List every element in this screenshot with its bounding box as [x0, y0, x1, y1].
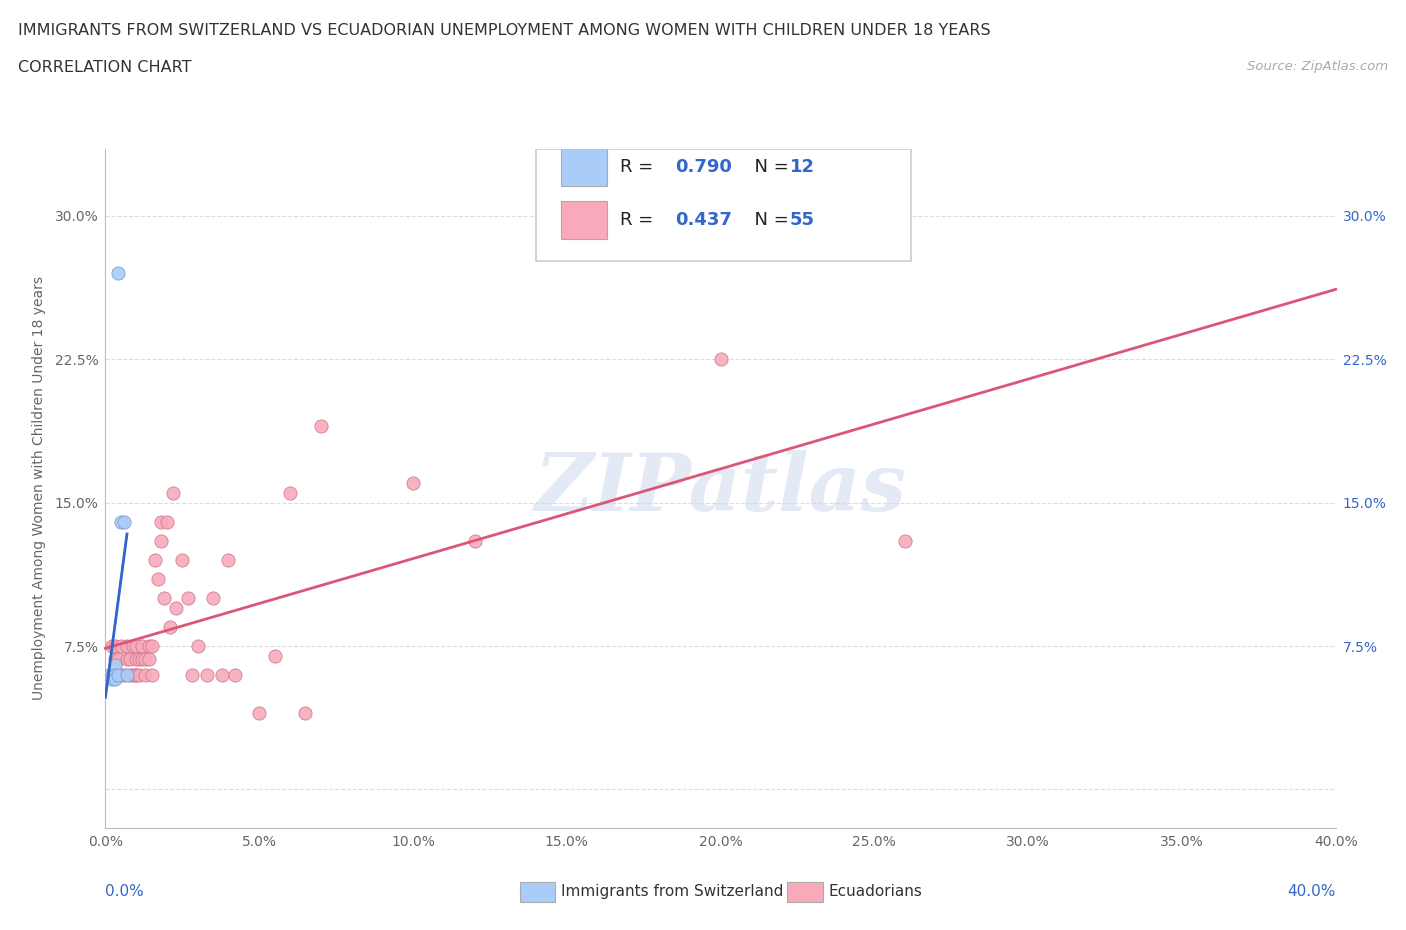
Point — [202, 591, 225, 605]
Text: 0.790: 0.790 — [675, 158, 733, 176]
Point — [120, 667, 141, 682]
Point — [131, 652, 153, 667]
Point — [710, 352, 733, 366]
Point — [110, 667, 132, 682]
Text: N =: N = — [742, 211, 794, 229]
Point — [125, 667, 148, 682]
Point — [894, 534, 917, 549]
Point — [122, 667, 145, 682]
Text: N =: N = — [742, 158, 794, 176]
Point — [104, 652, 127, 667]
Point — [115, 639, 138, 654]
Point — [195, 667, 218, 682]
Point — [263, 648, 285, 663]
Point — [104, 658, 127, 672]
Point — [143, 552, 166, 567]
Point — [104, 639, 127, 654]
Point — [134, 652, 156, 667]
Point — [224, 667, 246, 682]
Point — [128, 667, 150, 682]
Point — [110, 639, 132, 654]
Point — [107, 667, 129, 682]
Point — [115, 667, 138, 682]
Point — [464, 534, 486, 549]
Point — [128, 652, 150, 667]
Point — [125, 652, 148, 667]
Point — [159, 619, 181, 634]
Point — [107, 667, 129, 682]
Text: Ecuadorians: Ecuadorians — [828, 884, 922, 899]
Point — [177, 591, 200, 605]
Text: 0.0%: 0.0% — [105, 884, 145, 899]
Point — [247, 706, 270, 721]
Point — [107, 652, 129, 667]
Point — [100, 667, 122, 682]
Text: ZIPatlas: ZIPatlas — [534, 449, 907, 527]
Point — [162, 485, 184, 500]
Point — [138, 639, 160, 654]
Text: 12: 12 — [790, 158, 814, 176]
Point — [180, 667, 202, 682]
Bar — [787, 882, 823, 902]
Point — [107, 266, 129, 281]
Text: R =: R = — [620, 158, 658, 176]
Bar — [520, 882, 555, 902]
Point — [149, 534, 172, 549]
Y-axis label: Unemployment Among Women with Children Under 18 years: Unemployment Among Women with Children U… — [32, 276, 46, 700]
Point — [125, 667, 148, 682]
Point — [104, 667, 127, 682]
Point — [104, 671, 127, 686]
Point — [218, 552, 240, 567]
Point — [141, 667, 163, 682]
Point — [112, 667, 135, 682]
Point — [110, 514, 132, 529]
Point — [278, 485, 301, 500]
Point — [100, 667, 122, 682]
Point — [172, 552, 194, 567]
Text: R =: R = — [620, 211, 658, 229]
Point — [125, 639, 148, 654]
Point — [146, 572, 169, 587]
Point — [134, 667, 156, 682]
Point — [131, 639, 153, 654]
Text: 55: 55 — [790, 211, 814, 229]
Point — [112, 514, 135, 529]
Point — [149, 514, 172, 529]
Point — [100, 639, 122, 654]
Point — [309, 418, 332, 433]
Bar — [561, 149, 607, 186]
Point — [120, 652, 141, 667]
Point — [153, 591, 176, 605]
Text: Source: ZipAtlas.com: Source: ZipAtlas.com — [1247, 60, 1388, 73]
Point — [156, 514, 179, 529]
Point — [165, 601, 187, 616]
Text: Immigrants from Switzerland: Immigrants from Switzerland — [561, 884, 783, 899]
FancyBboxPatch shape — [536, 149, 911, 260]
Text: CORRELATION CHART: CORRELATION CHART — [18, 60, 191, 75]
Point — [402, 476, 425, 491]
Text: IMMIGRANTS FROM SWITZERLAND VS ECUADORIAN UNEMPLOYMENT AMONG WOMEN WITH CHILDREN: IMMIGRANTS FROM SWITZERLAND VS ECUADORIA… — [18, 23, 991, 38]
Point — [122, 639, 145, 654]
Point — [141, 639, 163, 654]
Text: 0.437: 0.437 — [675, 211, 733, 229]
Point — [97, 667, 120, 682]
Text: 40.0%: 40.0% — [1288, 884, 1336, 899]
Bar — [561, 202, 607, 239]
Point — [187, 639, 209, 654]
Point — [294, 706, 316, 721]
Point — [100, 671, 122, 686]
Point — [115, 652, 138, 667]
Point — [211, 667, 233, 682]
Point — [138, 652, 160, 667]
